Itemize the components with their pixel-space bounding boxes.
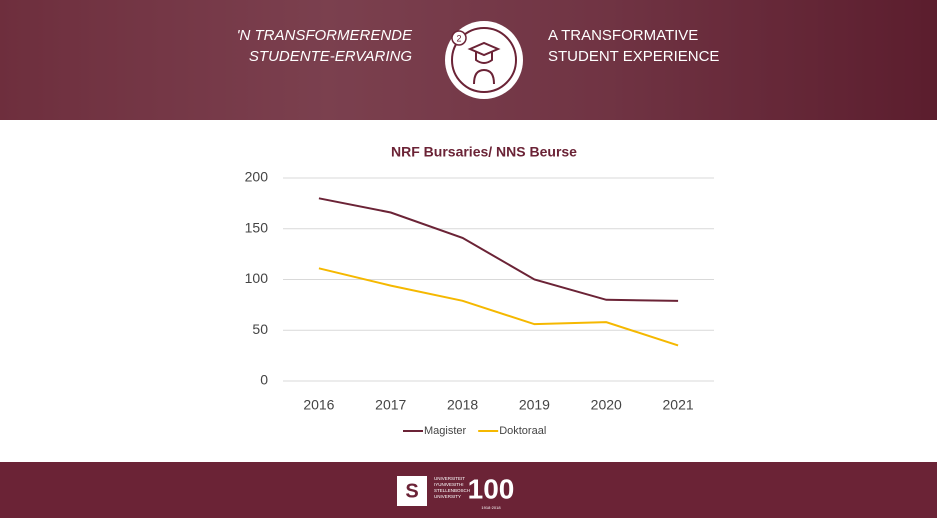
- x-tick-label: 2018: [447, 397, 478, 413]
- legend-label: Doktoraal: [499, 425, 546, 437]
- y-tick-label: 50: [252, 321, 268, 337]
- series-line: [318, 267, 679, 347]
- logo-mark: S: [405, 480, 418, 502]
- y-tick-label: 100: [245, 270, 269, 286]
- icon-badge: [451, 30, 467, 46]
- x-tick-label: 2020: [591, 397, 622, 413]
- logo-shield: [397, 476, 427, 506]
- x-tick-label: 2016: [303, 397, 334, 413]
- footer-band: [0, 462, 937, 518]
- header-right-title: STUDENT EXPERIENCE: [548, 48, 719, 65]
- logo-line: UNIVERSITEIT: [434, 476, 465, 481]
- series-line: [318, 197, 679, 302]
- header-left-title: STUDENTE-ERVARING: [249, 48, 412, 65]
- icon-ring: [451, 27, 517, 93]
- centenary-years: 1918·2018: [481, 505, 501, 510]
- header-right-title: A TRANSFORMATIVE: [548, 27, 698, 44]
- logo-line: UNIVERSITY: [434, 494, 461, 499]
- legend-label: Magister: [424, 425, 467, 437]
- y-tick-label: 200: [245, 169, 269, 185]
- logo-line: IYUNIVESITHI: [434, 482, 464, 487]
- x-tick-label: 2017: [375, 397, 406, 413]
- y-tick-label: 150: [245, 219, 269, 235]
- y-tick-label: 0: [260, 372, 268, 388]
- chart-title: NRF Bursaries/ NNS Beurse: [391, 144, 577, 160]
- x-tick-label: 2021: [663, 397, 694, 413]
- centenary: 100: [468, 473, 515, 504]
- x-tick-label: 2019: [519, 397, 550, 413]
- icon-number: 2: [456, 33, 461, 43]
- header-left-title: 'N TRANSFORMERENDE: [237, 27, 413, 44]
- graduate-icon: [467, 41, 501, 85]
- logo-line: STELLENBOSCH: [434, 488, 470, 493]
